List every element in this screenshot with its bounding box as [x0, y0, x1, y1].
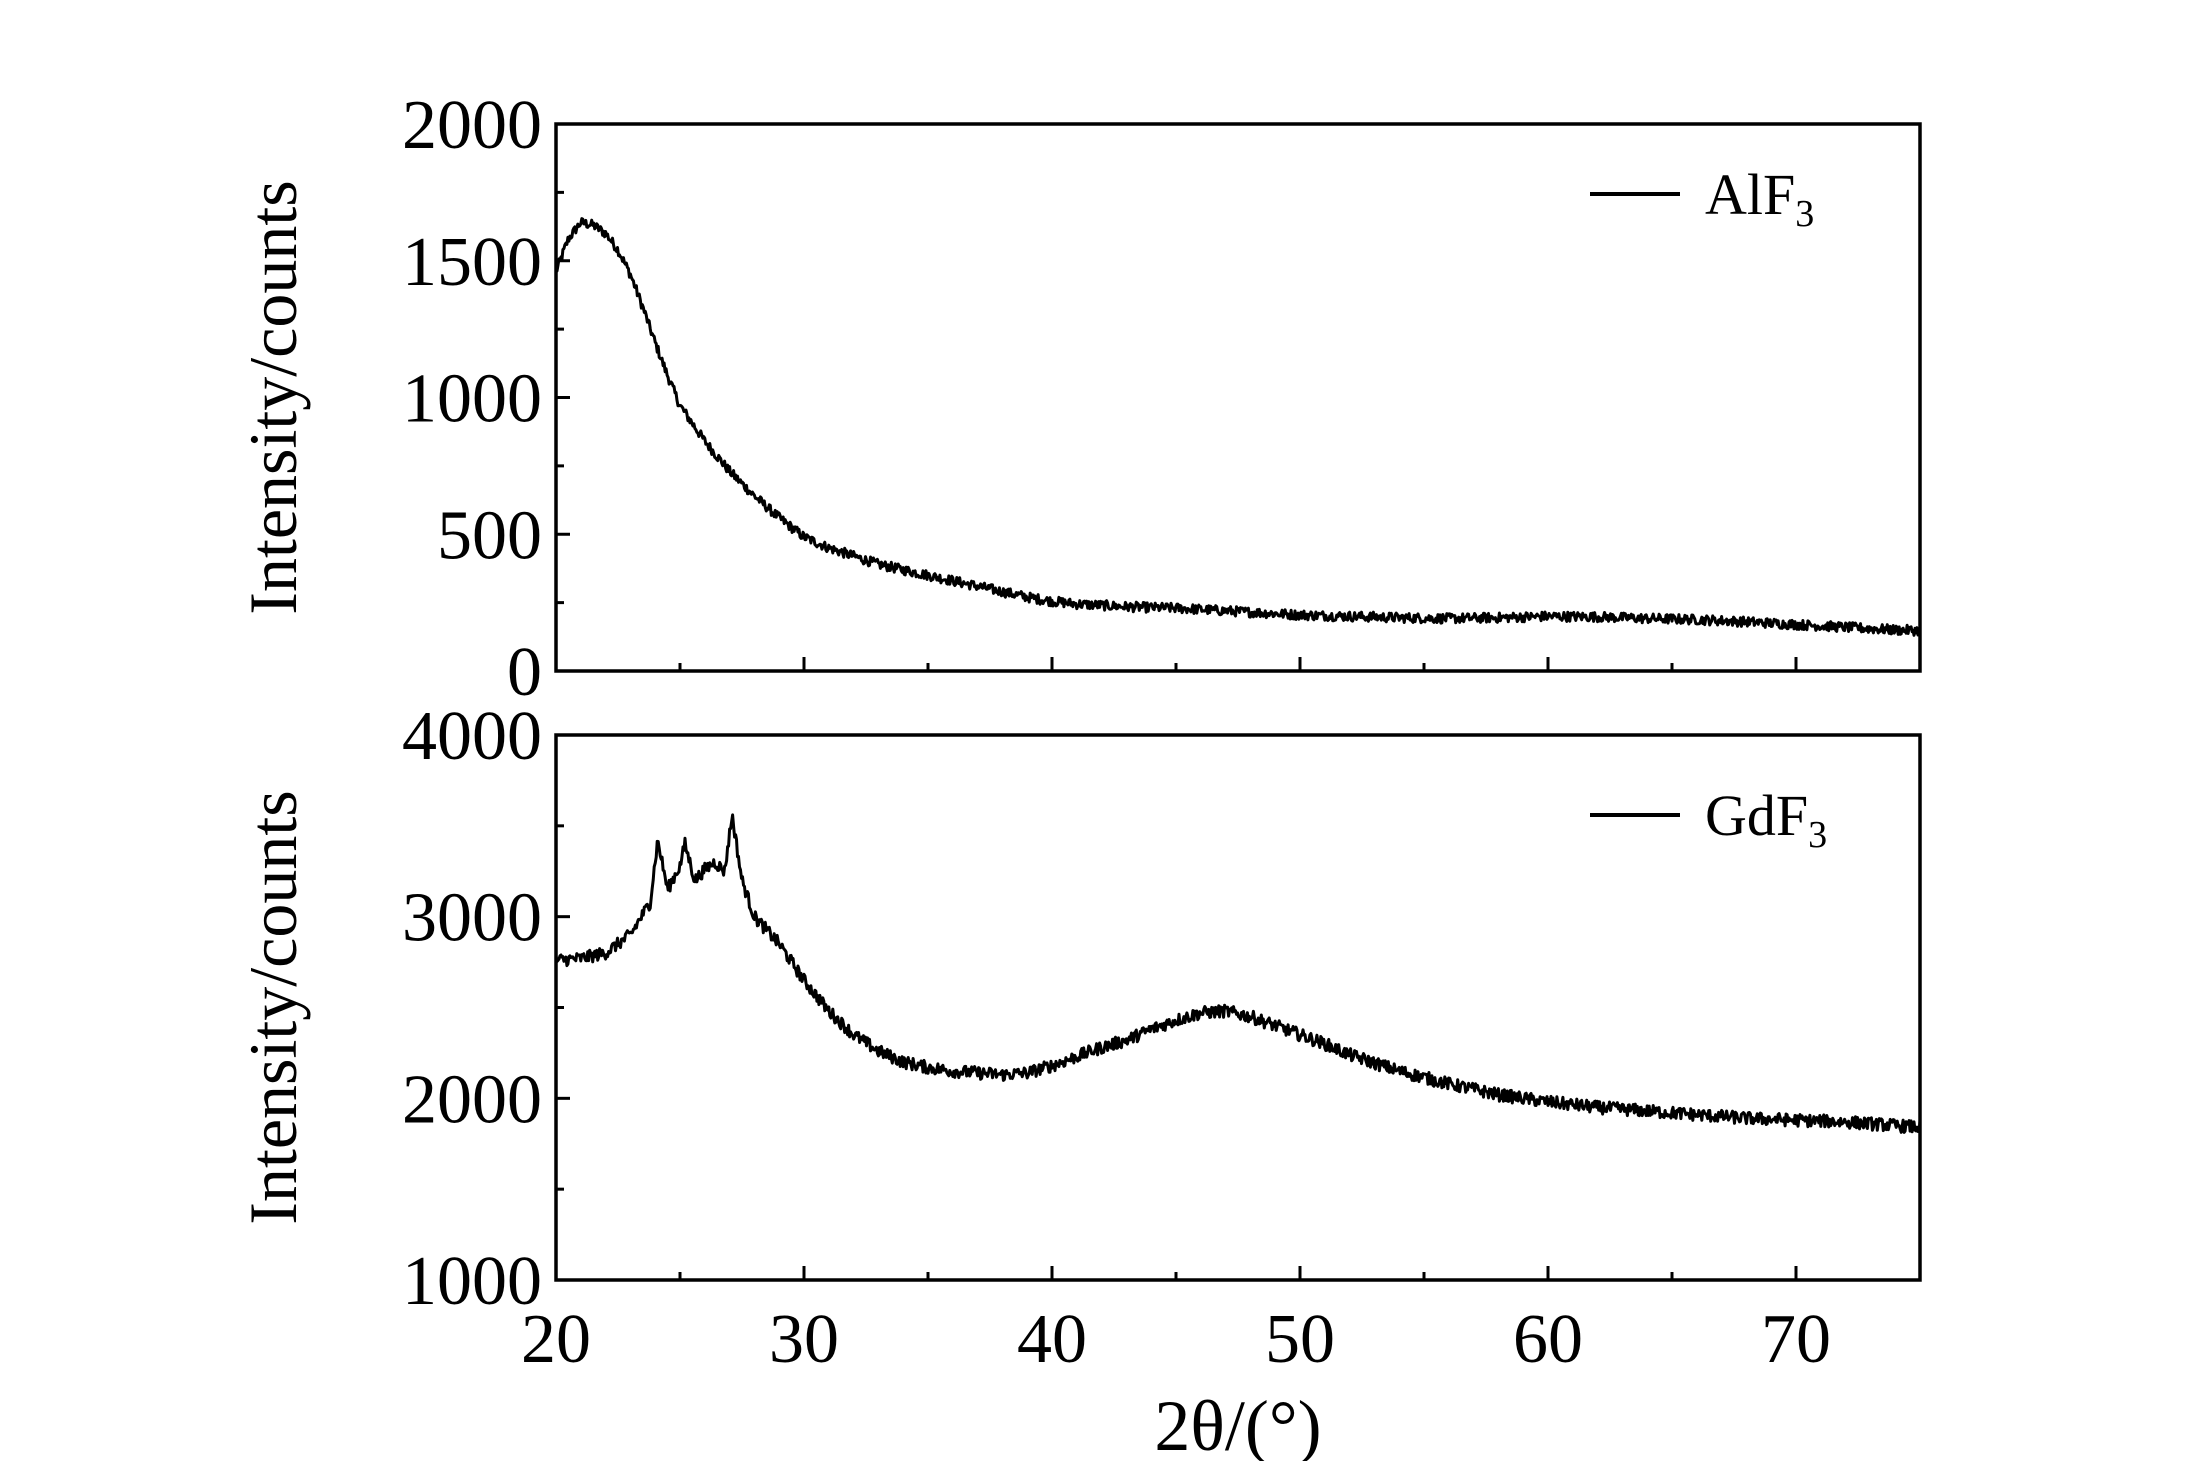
y-tick-label: 1500: [402, 224, 542, 301]
x-tick-label: 40: [1017, 1301, 1087, 1378]
x-tick-label: 20: [521, 1301, 591, 1378]
y-tick-label: 4000: [402, 698, 542, 775]
y-tick-label: 0: [507, 634, 542, 711]
x-tick-label: 60: [1513, 1301, 1583, 1378]
chart-panel-2: GdF3 1000 2000 3000 4000 20 30 40 50 60 70 2θ/(°) In…: [235, 698, 1922, 1461]
series-line-1: [554, 813, 1922, 1134]
legend-label: GdF3: [1705, 783, 1827, 856]
y-tick-label: 1000: [402, 361, 542, 438]
x-axis-title: 2θ/(°): [1154, 1386, 1321, 1461]
x-tick-label: 50: [1265, 1301, 1335, 1378]
x-tick-label: 30: [769, 1301, 839, 1378]
y-tick-label: 3000: [402, 880, 542, 957]
legend: AlF3: [1590, 162, 1814, 235]
y-tick-label: 2000: [402, 87, 542, 164]
x-tick-label: 70: [1761, 1301, 1831, 1378]
y-tick-label: 2000: [402, 1061, 542, 1138]
chart-panel-1: AlF3 0 500 1000 1500 2000 Intensity/counts: [235, 87, 1922, 711]
legend-label: AlF3: [1705, 162, 1814, 235]
series-line-1: [555, 217, 1921, 637]
y-axis-title: Intensity/counts: [235, 180, 311, 614]
y-tick-label: 1000: [402, 1243, 542, 1320]
legend: GdF3: [1590, 783, 1827, 856]
y-tick-label: 500: [437, 497, 542, 574]
y-axis-title: Intensity/counts: [235, 790, 311, 1224]
